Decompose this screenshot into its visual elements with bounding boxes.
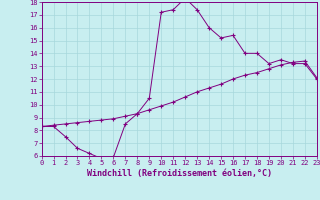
X-axis label: Windchill (Refroidissement éolien,°C): Windchill (Refroidissement éolien,°C) bbox=[87, 169, 272, 178]
